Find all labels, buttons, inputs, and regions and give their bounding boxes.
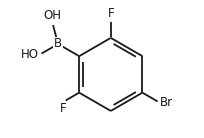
Text: OH: OH — [43, 9, 61, 22]
Text: Br: Br — [160, 96, 173, 109]
Text: HO: HO — [21, 48, 39, 61]
Text: F: F — [108, 7, 114, 20]
Text: F: F — [59, 102, 66, 115]
Text: B: B — [54, 38, 62, 51]
